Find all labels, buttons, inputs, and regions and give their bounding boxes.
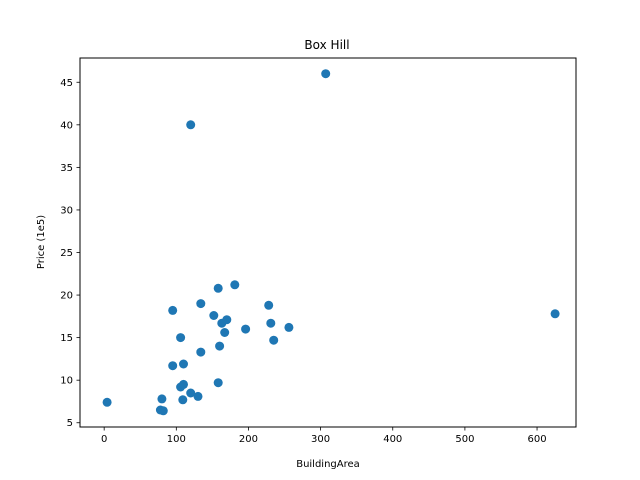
data-point [269, 335, 279, 345]
x-tick-label: 400 [383, 434, 402, 445]
y-tick-label: 10 [60, 376, 73, 387]
data-point [213, 283, 223, 293]
data-point [176, 333, 186, 343]
x-tick-label: 0 [101, 434, 107, 445]
x-tick-label: 100 [167, 434, 186, 445]
plot-area-frame [79, 57, 577, 428]
x-tick-label: 500 [455, 434, 474, 445]
data-point [179, 379, 188, 389]
data-point [157, 394, 167, 404]
data-point [179, 359, 188, 369]
y-tick-label: 45 [60, 78, 73, 89]
data-point [158, 406, 168, 416]
data-point [321, 69, 331, 79]
x-ticks: 0 100 200 300 400 500 600 [101, 427, 547, 445]
data-point [168, 305, 178, 315]
data-point [196, 299, 206, 309]
data-point [178, 395, 188, 405]
data-point [213, 378, 223, 388]
data-point [284, 322, 294, 332]
y-tick-label: 40 [60, 120, 73, 131]
y-tick-label: 25 [60, 248, 73, 259]
y-axis-label: Price (1e5) [36, 215, 47, 269]
x-tick-label: 300 [311, 434, 330, 445]
y-tick-label: 20 [60, 291, 73, 302]
data-point [241, 324, 251, 334]
data-point [215, 341, 225, 351]
data-point [266, 318, 276, 328]
data-point [168, 361, 178, 371]
data-point [186, 388, 196, 398]
data-point [102, 397, 112, 407]
y-tick-label: 15 [60, 333, 73, 344]
data-point [220, 328, 230, 337]
y-ticks: 5 10 15 20 25 30 35 40 45 [60, 78, 80, 429]
x-tick-label: 600 [527, 434, 546, 445]
chart-title: Box Hill [304, 38, 349, 52]
data-point [186, 120, 196, 130]
data-point [264, 300, 274, 310]
data-point [230, 280, 240, 290]
data-point [209, 311, 219, 320]
data-point [196, 347, 206, 357]
data-point [550, 309, 560, 319]
x-tick-label: 200 [239, 434, 258, 445]
x-axis-label: BuildingArea [296, 459, 360, 470]
data-point [222, 315, 232, 325]
y-tick-label: 35 [60, 163, 73, 174]
data-point [193, 391, 203, 401]
y-tick-label: 30 [60, 205, 73, 216]
points-layer [102, 69, 560, 416]
y-tick-label: 5 [67, 418, 73, 429]
